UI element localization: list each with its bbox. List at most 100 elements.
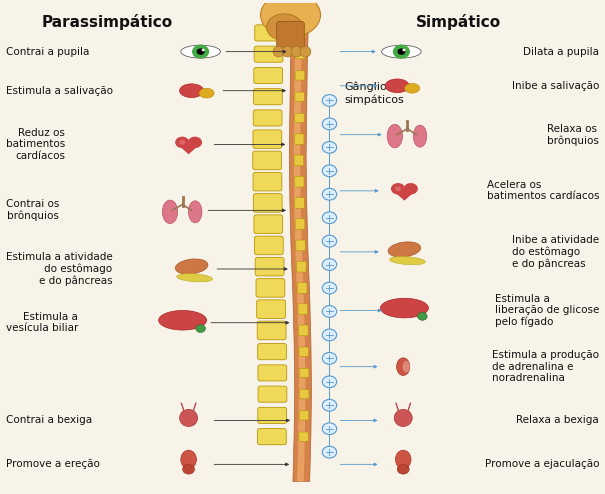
FancyBboxPatch shape	[299, 411, 309, 420]
Circle shape	[322, 165, 336, 177]
Text: Inibe a atividade
do estômago
e do pâncreas: Inibe a atividade do estômago e do pâncr…	[512, 235, 599, 269]
Ellipse shape	[273, 46, 284, 57]
FancyBboxPatch shape	[276, 21, 304, 53]
Text: Estimula a
vesícula biliar: Estimula a vesícula biliar	[6, 312, 78, 333]
Ellipse shape	[177, 274, 212, 282]
FancyBboxPatch shape	[258, 429, 286, 445]
FancyBboxPatch shape	[299, 325, 308, 336]
FancyBboxPatch shape	[258, 408, 287, 423]
Ellipse shape	[390, 256, 425, 265]
Circle shape	[197, 48, 204, 55]
Circle shape	[322, 259, 336, 270]
FancyBboxPatch shape	[255, 25, 284, 41]
FancyBboxPatch shape	[298, 304, 307, 315]
Text: Gânglios
simpáticos: Gânglios simpáticos	[344, 82, 404, 105]
FancyBboxPatch shape	[296, 261, 306, 272]
Circle shape	[322, 95, 336, 106]
Text: Acelera os
batimentos cardíacos: Acelera os batimentos cardíacos	[487, 180, 599, 202]
Circle shape	[188, 137, 202, 148]
Circle shape	[179, 140, 185, 145]
Circle shape	[322, 141, 336, 153]
FancyBboxPatch shape	[253, 88, 283, 105]
FancyBboxPatch shape	[299, 389, 309, 399]
FancyBboxPatch shape	[253, 194, 282, 212]
Ellipse shape	[282, 46, 293, 57]
FancyBboxPatch shape	[295, 198, 304, 208]
Text: Estimula a
liberação de glicose
pelo fígado: Estimula a liberação de glicose pelo fíg…	[495, 294, 599, 327]
FancyBboxPatch shape	[295, 92, 304, 101]
FancyBboxPatch shape	[256, 279, 285, 297]
Text: Contrai a pupila: Contrai a pupila	[6, 46, 89, 57]
Circle shape	[322, 118, 336, 130]
Ellipse shape	[385, 79, 409, 93]
FancyBboxPatch shape	[295, 134, 304, 145]
Ellipse shape	[180, 410, 198, 426]
Circle shape	[322, 329, 336, 341]
Text: Promove a ejaculação: Promove a ejaculação	[485, 459, 599, 469]
Ellipse shape	[180, 84, 204, 97]
Text: Estimula a atividade
do estômago
e do pâncreas: Estimula a atividade do estômago e do pâ…	[6, 252, 113, 286]
FancyBboxPatch shape	[294, 155, 304, 166]
Circle shape	[322, 353, 336, 364]
Circle shape	[322, 376, 336, 388]
Circle shape	[175, 137, 189, 148]
FancyBboxPatch shape	[255, 257, 284, 276]
Circle shape	[404, 183, 418, 195]
Text: Estimula a produção
de adrenalina e
noradrenalina: Estimula a produção de adrenalina e nora…	[492, 350, 599, 383]
Ellipse shape	[382, 45, 421, 58]
Circle shape	[417, 312, 427, 320]
Ellipse shape	[405, 83, 420, 93]
Text: Relaxa a bexiga: Relaxa a bexiga	[517, 415, 599, 425]
FancyBboxPatch shape	[295, 219, 305, 230]
FancyBboxPatch shape	[299, 432, 309, 441]
Ellipse shape	[388, 242, 420, 257]
Circle shape	[322, 446, 336, 458]
Ellipse shape	[300, 46, 311, 57]
FancyBboxPatch shape	[295, 176, 304, 187]
Ellipse shape	[188, 201, 202, 223]
FancyBboxPatch shape	[257, 300, 286, 319]
Ellipse shape	[397, 358, 410, 375]
FancyBboxPatch shape	[299, 368, 309, 377]
FancyBboxPatch shape	[253, 172, 282, 191]
Text: Dilata a pupila: Dilata a pupila	[523, 46, 599, 57]
Ellipse shape	[162, 200, 178, 224]
Text: Contrai a bexiga: Contrai a bexiga	[6, 415, 92, 425]
Circle shape	[322, 212, 336, 224]
Text: Contrai os
brônquios: Contrai os brônquios	[6, 200, 59, 221]
Ellipse shape	[396, 450, 411, 469]
FancyBboxPatch shape	[255, 236, 283, 255]
Circle shape	[395, 186, 401, 191]
Text: Relaxa os
brônquios: Relaxa os brônquios	[548, 124, 599, 146]
Ellipse shape	[387, 124, 402, 148]
FancyBboxPatch shape	[295, 71, 305, 80]
FancyBboxPatch shape	[258, 386, 287, 402]
Polygon shape	[289, 17, 312, 482]
Text: Reduz os
batimentos
cardíacos: Reduz os batimentos cardíacos	[6, 128, 65, 161]
Ellipse shape	[267, 14, 302, 41]
Ellipse shape	[394, 410, 412, 426]
FancyBboxPatch shape	[296, 240, 306, 251]
Ellipse shape	[175, 259, 208, 274]
Polygon shape	[176, 143, 201, 154]
Circle shape	[393, 44, 410, 59]
FancyBboxPatch shape	[299, 347, 309, 356]
FancyBboxPatch shape	[253, 130, 282, 149]
Ellipse shape	[381, 298, 428, 318]
Circle shape	[322, 399, 336, 411]
FancyBboxPatch shape	[253, 67, 283, 83]
Ellipse shape	[159, 311, 206, 330]
Circle shape	[192, 44, 209, 59]
Circle shape	[201, 49, 205, 51]
FancyBboxPatch shape	[258, 365, 287, 381]
FancyBboxPatch shape	[296, 28, 306, 38]
FancyBboxPatch shape	[254, 46, 283, 62]
Polygon shape	[392, 190, 417, 201]
Circle shape	[322, 306, 336, 317]
Ellipse shape	[199, 88, 214, 98]
Text: Inibe a salivação: Inibe a salivação	[512, 81, 599, 91]
Ellipse shape	[181, 450, 197, 469]
Circle shape	[322, 235, 336, 247]
Ellipse shape	[181, 45, 220, 58]
Text: Estimula a salivação: Estimula a salivação	[6, 85, 113, 96]
